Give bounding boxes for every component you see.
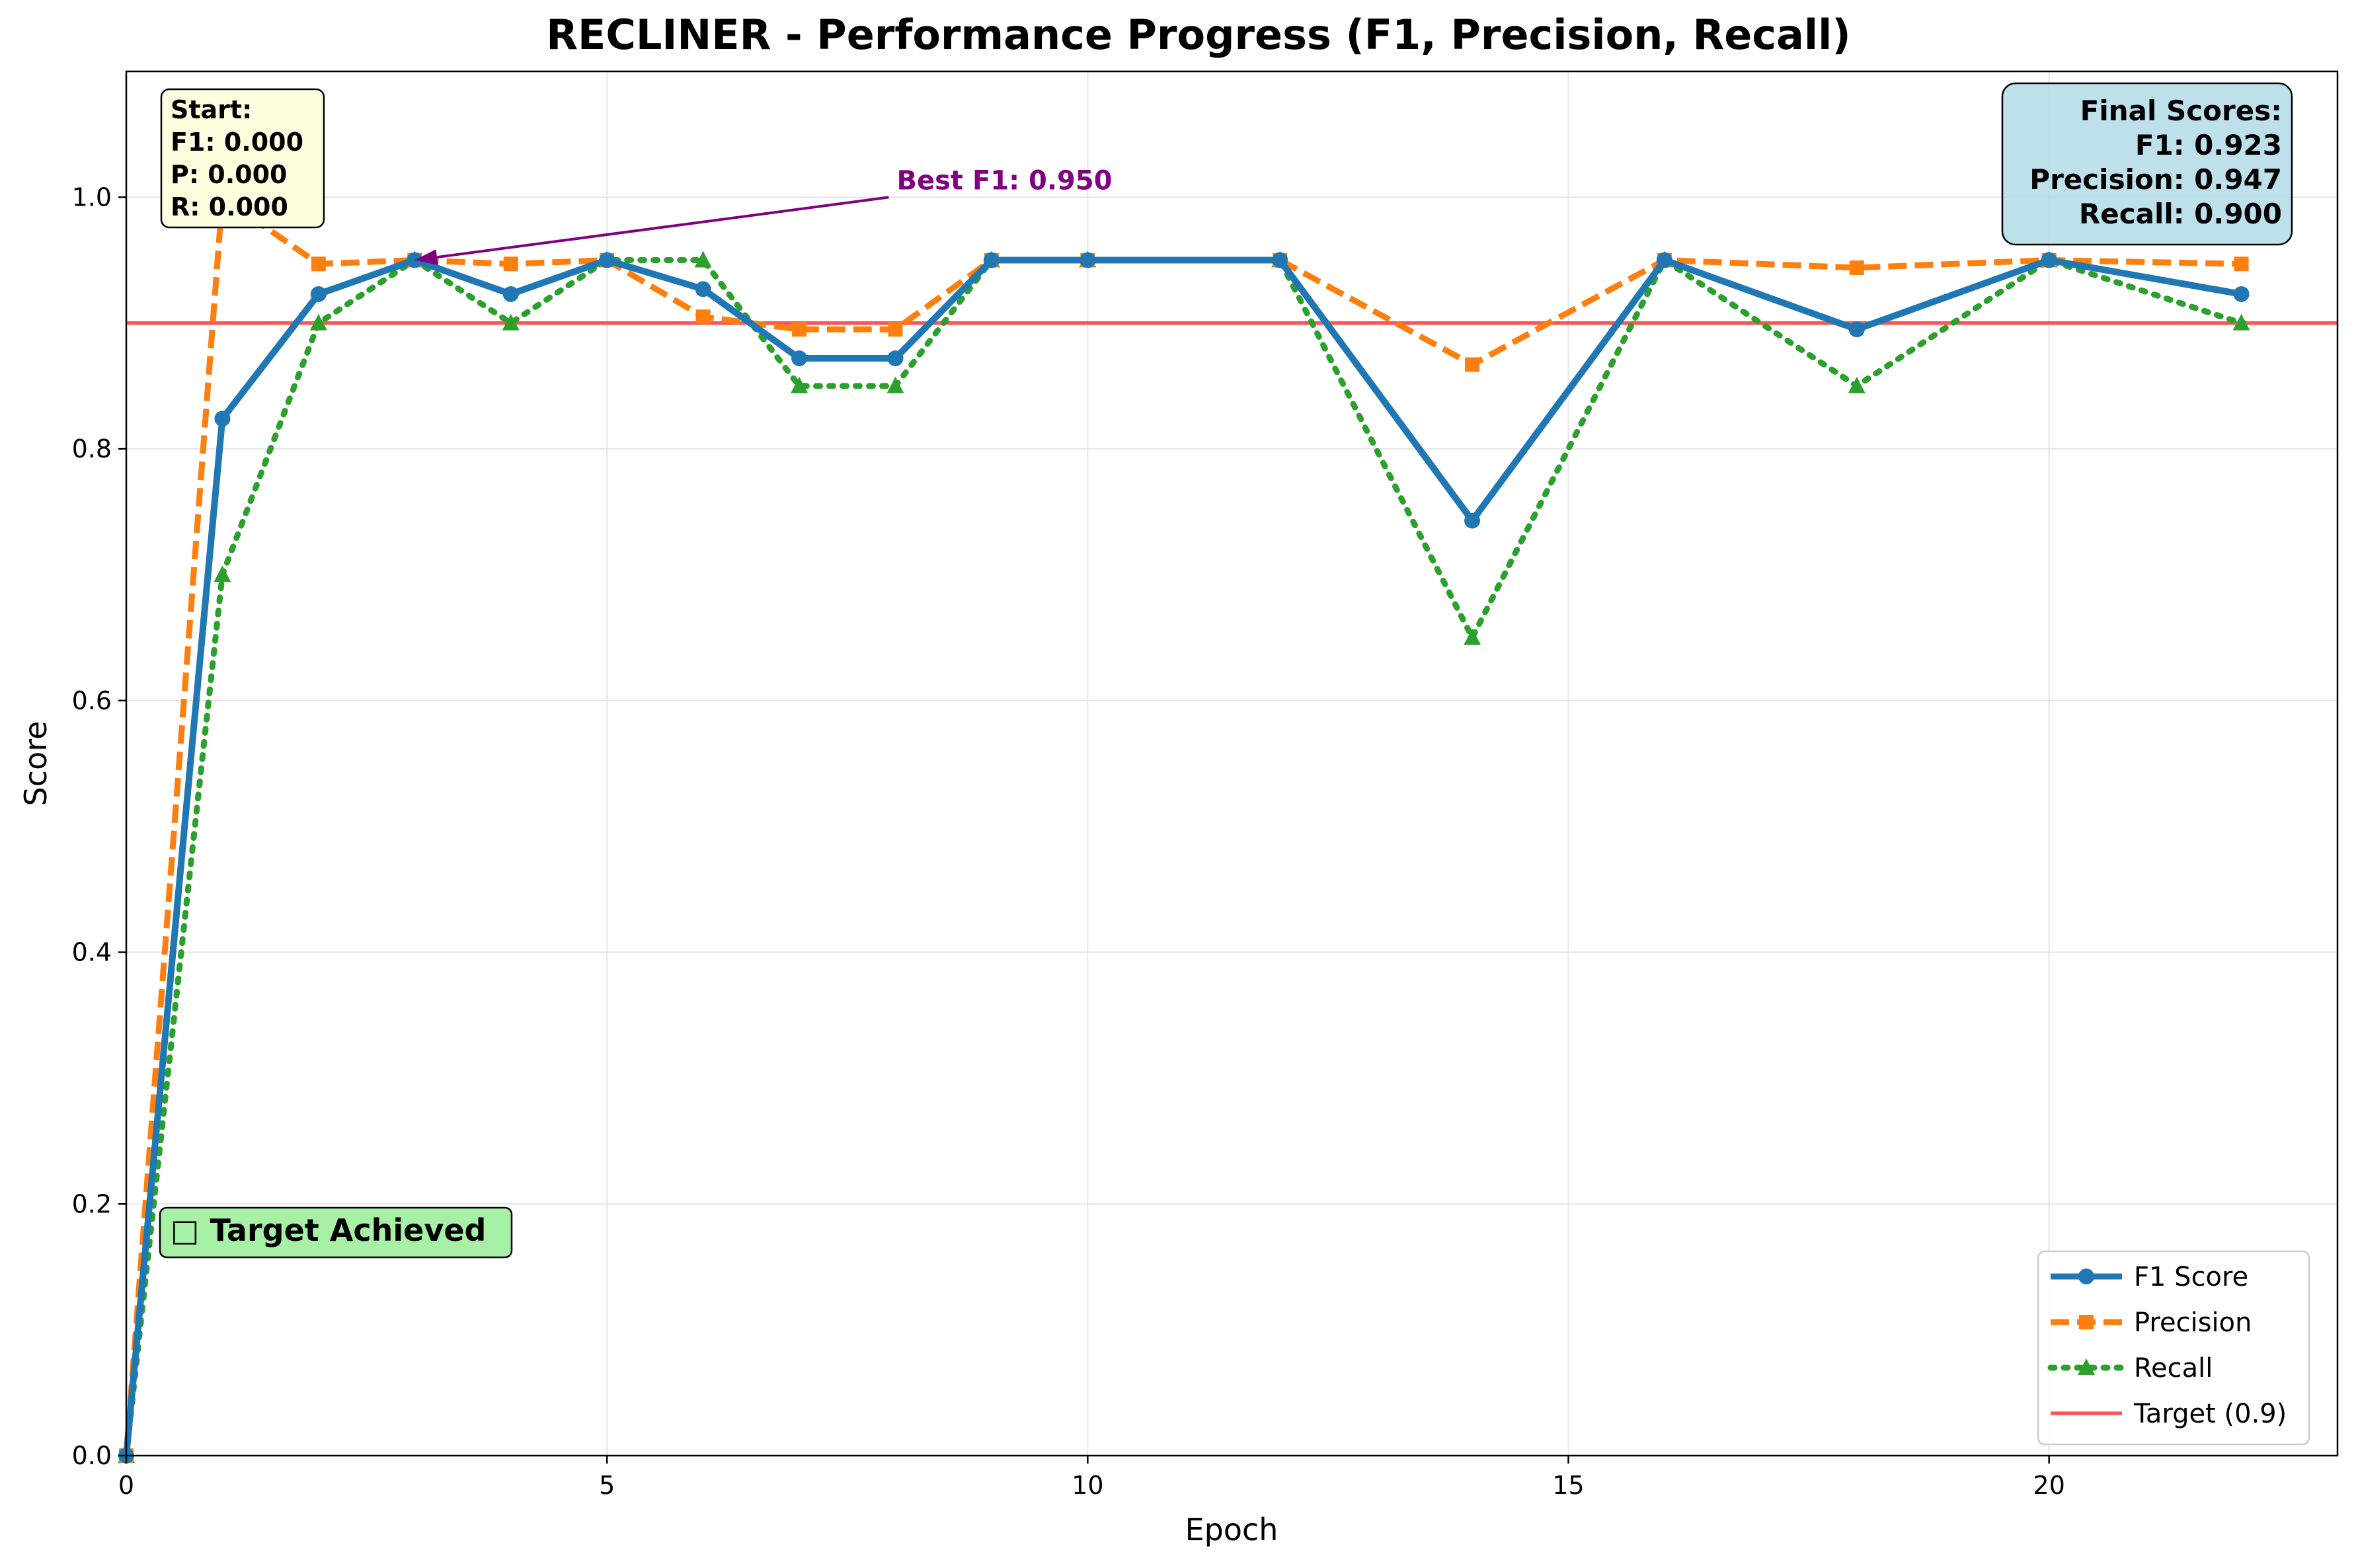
best-f1-label: Best F1: 0.950 — [896, 165, 1112, 196]
x-tick-label: 10 — [1072, 1471, 1103, 1500]
final-precision: Precision: 0.947 — [2029, 163, 2282, 196]
start-recall: R: 0.000 — [171, 192, 288, 221]
f1-score-point — [310, 286, 327, 302]
final-f1: F1: 0.923 — [2135, 129, 2282, 161]
f1-score-point — [2233, 286, 2250, 302]
f1-score-point — [1464, 512, 1481, 529]
x-axis-label: Epoch — [1185, 1512, 1278, 1548]
recall-point — [694, 251, 712, 268]
f1-score-point — [1272, 252, 1288, 268]
start-annotation: Start: F1: 0.000 P: 0.000 R: 0.000 — [160, 88, 325, 229]
series-layer — [118, 190, 2250, 1464]
legend-marker — [2078, 1358, 2095, 1375]
y-tick-label: 0.4 — [72, 938, 112, 967]
x-tick-label: 15 — [1552, 1471, 1584, 1500]
target-achieved-text: □ Target Achieved — [171, 1212, 486, 1248]
start-f1: F1: 0.000 — [171, 128, 303, 157]
f1-score-point — [695, 281, 711, 297]
precision-point — [1849, 260, 1864, 275]
legend-label: Recall — [2134, 1353, 2213, 1384]
final-scores-title: Final Scores: — [2080, 95, 2282, 127]
x-tick-label: 0 — [118, 1471, 134, 1500]
legend-marker — [2079, 1315, 2094, 1329]
legend-label: F1 Score — [2134, 1262, 2248, 1292]
y-axis-label: Score — [18, 721, 54, 806]
best-f1-arrowhead — [414, 249, 438, 265]
precision-point — [888, 322, 903, 337]
f1-score-point — [983, 252, 1000, 268]
legend-label: Target (0.9) — [2133, 1399, 2287, 1429]
recall-point — [214, 565, 231, 582]
x-tick-label: 5 — [599, 1471, 615, 1500]
start-precision: P: 0.000 — [171, 160, 287, 189]
f1-score-point — [599, 252, 615, 268]
y-axis-ticks: 0.0 0.2 0.4 0.6 0.8 1.0 — [72, 182, 126, 1470]
recall-point — [2232, 313, 2250, 331]
f1-score-point — [887, 350, 904, 367]
f1-score-point — [1656, 252, 1672, 268]
recall-point — [1848, 376, 1865, 393]
f1-score-point — [214, 411, 231, 427]
f1-score-point — [1080, 252, 1096, 268]
y-tick-label: 0.6 — [72, 686, 112, 715]
precision-point — [311, 256, 326, 272]
y-tick-label: 0.2 — [72, 1189, 112, 1218]
legend-label: Precision — [2134, 1308, 2252, 1338]
f1-score-point — [502, 286, 519, 302]
recall-point — [791, 376, 808, 393]
best-f1-arrow — [436, 196, 889, 259]
final-recall: Recall: 0.900 — [2079, 198, 2282, 230]
legend: F1 Score Precision Recall Target (0.9) — [2037, 1250, 2310, 1446]
grid-lines — [126, 71, 2337, 1456]
recall-point — [309, 313, 327, 331]
precision-point — [2234, 256, 2249, 272]
legend-marker — [2078, 1269, 2094, 1284]
recall-point — [1464, 628, 1481, 645]
best-f1-annotation: Best F1: 0.950 — [414, 165, 1113, 265]
x-tick-label: 20 — [2033, 1471, 2065, 1500]
target-achieved-badge: □ Target Achieved — [159, 1206, 513, 1259]
start-label: Start: — [171, 95, 252, 124]
final-scores-annotation: Final Scores: F1: 0.923 Precision: 0.947… — [2001, 82, 2293, 246]
recall-point — [886, 376, 904, 393]
y-tick-label: 0.0 — [72, 1441, 112, 1470]
f1-score-point — [791, 350, 808, 367]
recall-point — [502, 313, 520, 331]
precision-point — [695, 309, 711, 325]
y-tick-label: 1.0 — [72, 182, 112, 212]
precision-point — [503, 256, 518, 272]
plot-frame — [125, 70, 2339, 1457]
chart-title: RECLINER - Performance Progress (F1, Pre… — [546, 11, 1851, 59]
precision-point — [1465, 357, 1480, 372]
x-axis-ticks: 0 5 10 15 20 — [118, 1456, 2065, 1500]
y-tick-label: 0.8 — [72, 434, 112, 463]
f1-score-point — [2041, 252, 2057, 268]
f1-score-point — [1848, 321, 1865, 338]
precision-point — [792, 322, 807, 337]
